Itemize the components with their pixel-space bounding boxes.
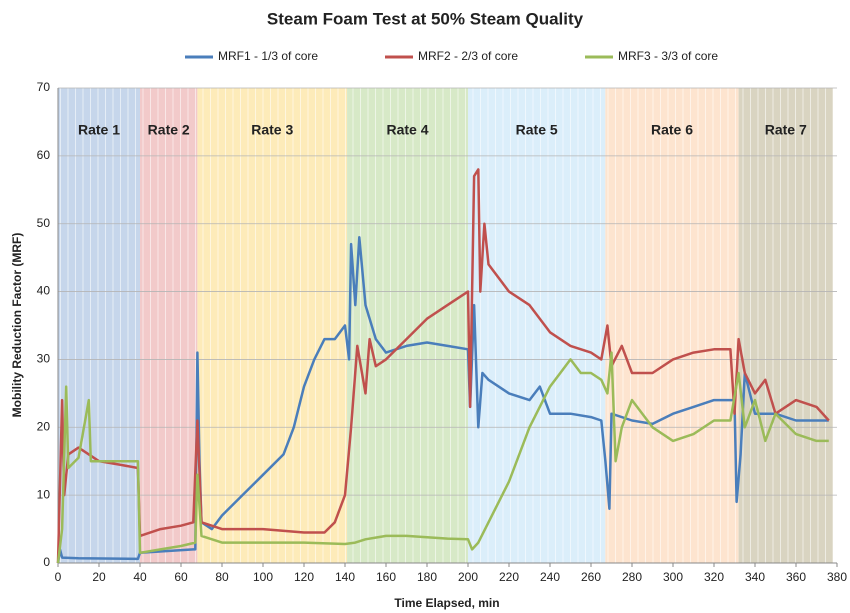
legend-label: MRF2 - 2/3 of core bbox=[418, 49, 518, 63]
x-tick-label: 0 bbox=[55, 570, 62, 584]
chart-title: Steam Foam Test at 50% Steam Quality bbox=[267, 9, 584, 28]
y-tick-label: 10 bbox=[37, 487, 51, 501]
x-tick-label: 60 bbox=[174, 570, 188, 584]
region-label: Rate 3 bbox=[251, 122, 293, 138]
y-tick-label: 30 bbox=[37, 352, 51, 366]
x-tick-label: 280 bbox=[622, 570, 642, 584]
x-tick-label: 180 bbox=[417, 570, 437, 584]
region-label: Rate 2 bbox=[148, 122, 190, 138]
x-tick-label: 260 bbox=[581, 570, 601, 584]
y-tick-label: 50 bbox=[37, 216, 51, 230]
x-tick-label: 200 bbox=[458, 570, 478, 584]
y-tick-label: 40 bbox=[37, 284, 51, 298]
y-tick-label: 60 bbox=[37, 148, 51, 162]
region-stripes bbox=[347, 88, 468, 563]
x-tick-label: 100 bbox=[253, 570, 273, 584]
region-stripes bbox=[605, 88, 739, 563]
region-stripes bbox=[197, 88, 348, 563]
legend-label: MRF1 - 1/3 of core bbox=[218, 49, 318, 63]
x-tick-label: 300 bbox=[663, 570, 683, 584]
x-tick-label: 340 bbox=[745, 570, 765, 584]
x-tick-label: 380 bbox=[827, 570, 847, 584]
region-label: Rate 5 bbox=[516, 122, 558, 138]
x-tick-label: 220 bbox=[499, 570, 519, 584]
region-label: Rate 1 bbox=[78, 122, 120, 138]
region-label: Rate 4 bbox=[387, 122, 429, 138]
series-line bbox=[56, 351, 829, 564]
y-tick-label: 0 bbox=[43, 555, 50, 569]
x-tick-label: 140 bbox=[335, 570, 355, 584]
region-stripes bbox=[738, 88, 833, 563]
x-tick-label: 20 bbox=[92, 570, 106, 584]
region-stripes bbox=[58, 88, 140, 563]
x-tick-label: 320 bbox=[704, 570, 724, 584]
series-line bbox=[56, 168, 830, 564]
y-tick-label: 20 bbox=[37, 419, 51, 433]
x-tick-label: 120 bbox=[294, 570, 314, 584]
legend-label: MRF3 - 3/3 of core bbox=[618, 49, 718, 63]
x-tick-label: 40 bbox=[133, 570, 147, 584]
x-axis-title: Time Elapsed, min bbox=[394, 596, 499, 610]
x-tick-label: 240 bbox=[540, 570, 560, 584]
region-stripes bbox=[468, 88, 606, 563]
y-tick-label: 70 bbox=[37, 80, 51, 94]
x-tick-label: 160 bbox=[376, 570, 396, 584]
region-stripes bbox=[140, 88, 198, 563]
y-axis-title: Mobility Reduction Factor (MRF) bbox=[10, 233, 24, 418]
x-tick-label: 360 bbox=[786, 570, 806, 584]
region-label: Rate 7 bbox=[765, 122, 807, 138]
x-tick-label: 80 bbox=[215, 570, 229, 584]
region-label: Rate 6 bbox=[651, 122, 693, 138]
